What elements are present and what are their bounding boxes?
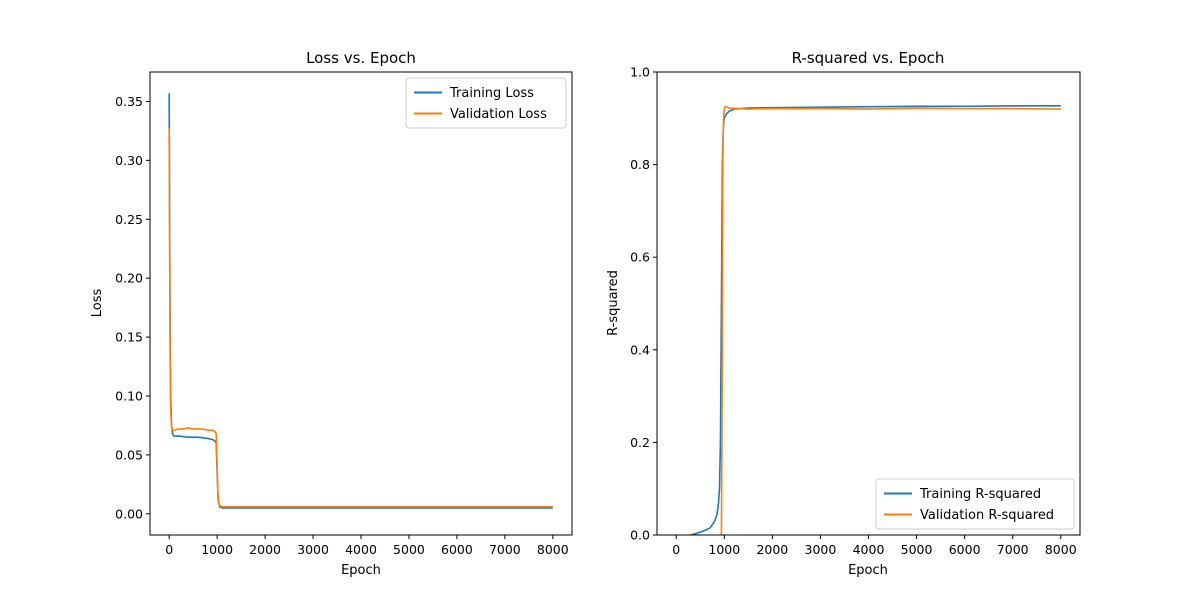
rsquared-ytick-label: 0.8 — [630, 157, 650, 172]
rsquared-legend-label-2: Validation R-squared — [920, 508, 1054, 523]
rsquared-xtick-label: 1000 — [708, 542, 740, 557]
rsquared-chart-ylabel: R-squared — [606, 270, 621, 336]
rsquared-chart: R-squared vs. Epoch Epoch R-squared 0 100… — [606, 49, 1081, 578]
rsquared-ytick-label: 0.2 — [630, 435, 650, 450]
loss-ytick-label: 0.35 — [115, 94, 143, 109]
loss-legend: Training Loss Validation Loss — [405, 77, 567, 129]
rsquared-chart-xlabel: Epoch — [848, 563, 888, 578]
loss-ytick-label: 0.20 — [115, 271, 143, 286]
loss-chart-xlabel: Epoch — [341, 563, 381, 578]
rsquared-xtick-label: 2000 — [756, 542, 788, 557]
loss-plot-frame — [149, 71, 573, 536]
loss-ytick-label: 0.30 — [115, 153, 143, 168]
rsquared-series-line-2 — [720, 105, 1061, 535]
loss-xtick-label: 7000 — [489, 542, 521, 557]
loss-ytick-label: 0.05 — [115, 447, 143, 462]
rsquared-ytick-label: 1.0 — [630, 65, 650, 80]
rsquared-xtick-label: 6000 — [949, 542, 981, 557]
loss-chart-ylabel: Loss — [90, 289, 105, 318]
rsquared-tick-layer: 0 1000 2000 3000 4000 5000 6000 7000 8000 0.0 0.2 0… — [630, 65, 1077, 558]
rsquared-legend-box — [875, 478, 1075, 530]
loss-xtick-label: 3000 — [297, 542, 329, 557]
rsquared-xtick-label: 7000 — [997, 542, 1029, 557]
rsquared-legend-label-1: Training R-squared — [919, 487, 1041, 502]
loss-xtick-label: 4000 — [345, 542, 377, 557]
rsquared-chart-title: R-squared vs. Epoch — [792, 49, 945, 67]
rsquared-xtick-label: 0 — [672, 542, 680, 557]
loss-ytick-label: 0.15 — [115, 330, 143, 345]
loss-xtick-label: 2000 — [249, 542, 281, 557]
loss-xtick-label: 0 — [165, 542, 173, 557]
loss-series-line-2 — [168, 128, 553, 508]
loss-ytick-label: 0.10 — [115, 388, 143, 403]
rsquared-legend: Training R-squared Validation R-squared — [875, 478, 1075, 530]
loss-series-layer — [168, 93, 553, 509]
rsquared-ytick-label: 0.4 — [630, 342, 650, 357]
loss-legend-label-2: Validation Loss — [450, 107, 547, 122]
loss-xtick-label: 1000 — [201, 542, 233, 557]
loss-chart: Loss vs. Epoch Epoch Loss 0 1000 2000 3000 4… — [90, 49, 573, 578]
loss-xtick-label: 6000 — [441, 542, 473, 557]
loss-chart-title: Loss vs. Epoch — [306, 49, 416, 67]
loss-tick-layer: 0 1000 2000 3000 4000 5000 6000 7000 8000 0.00 0.0… — [115, 94, 569, 557]
loss-ytick-label: 0.25 — [115, 212, 143, 227]
rsquared-plot-frame — [656, 71, 1081, 536]
rsquared-xtick-label: 8000 — [1045, 542, 1077, 557]
loss-ytick-label: 0.00 — [115, 506, 143, 521]
rsquared-xtick-label: 3000 — [805, 542, 837, 557]
rsquared-xtick-label: 5000 — [901, 542, 933, 557]
loss-xtick-label: 5000 — [393, 542, 425, 557]
loss-legend-box — [405, 77, 567, 129]
rsquared-ytick-label: 0.0 — [630, 528, 650, 543]
rsquared-xtick-label: 4000 — [853, 542, 885, 557]
rsquared-ytick-label: 0.6 — [630, 250, 650, 265]
rsquared-series-layer — [690, 105, 1061, 535]
loss-legend-label-1: Training Loss — [449, 86, 534, 101]
loss-xtick-label: 8000 — [537, 542, 569, 557]
